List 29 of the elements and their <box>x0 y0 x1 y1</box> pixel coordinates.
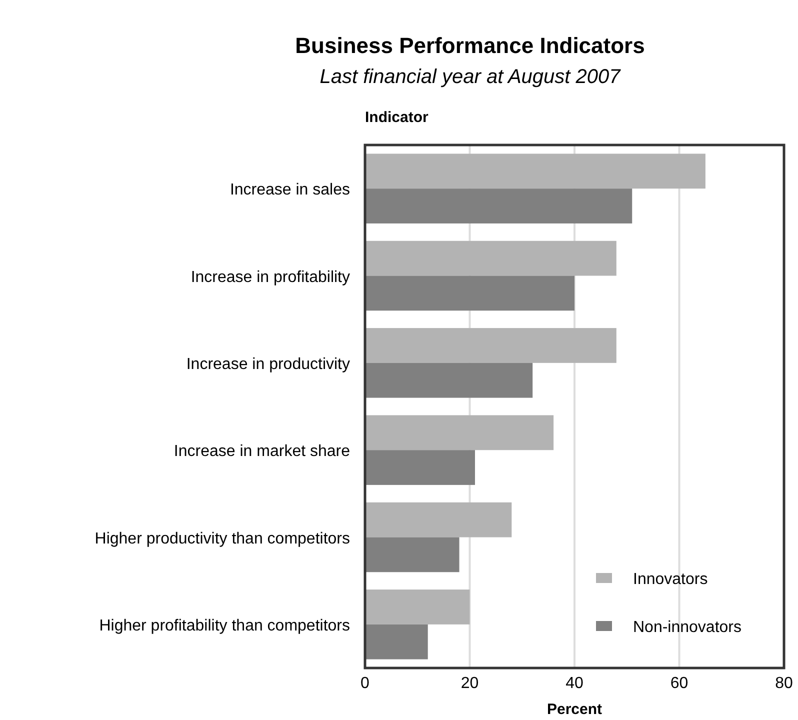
y-tick-label: Higher productivity than competitors <box>94 530 350 548</box>
chart-title: Business Performance Indicators <box>295 33 645 58</box>
bar <box>365 188 632 224</box>
chart-subtitle: Last financial year at August 2007 <box>320 66 622 88</box>
y-axis-title: Indicator <box>365 109 428 126</box>
y-tick-label: Higher profitability than competitors <box>99 617 350 634</box>
legend-label: Non-innovators <box>633 619 742 636</box>
bar <box>365 328 616 363</box>
x-tick-label: 0 <box>360 675 370 692</box>
bar <box>365 362 533 398</box>
bar <box>365 502 512 538</box>
x-tick-label: 20 <box>460 675 479 692</box>
bar <box>365 240 616 276</box>
bar <box>365 450 475 485</box>
bar <box>365 154 706 189</box>
bar <box>365 624 428 660</box>
bar <box>365 276 574 311</box>
bar <box>365 415 554 450</box>
x-axis-title: Percent <box>546 701 602 718</box>
legend-label: Innovators <box>633 571 708 588</box>
y-tick-label: Increase in sales <box>230 182 350 199</box>
x-tick-label: 80 <box>775 675 793 692</box>
x-tick-label: 60 <box>670 675 688 692</box>
bar <box>365 537 460 572</box>
x-tick-label: 40 <box>566 675 584 692</box>
y-tick-label: Increase in productivity <box>186 356 350 373</box>
y-tick-label: Increase in market share <box>174 443 350 460</box>
bar <box>365 590 470 624</box>
y-tick-label: Increase in profitability <box>190 268 350 286</box>
